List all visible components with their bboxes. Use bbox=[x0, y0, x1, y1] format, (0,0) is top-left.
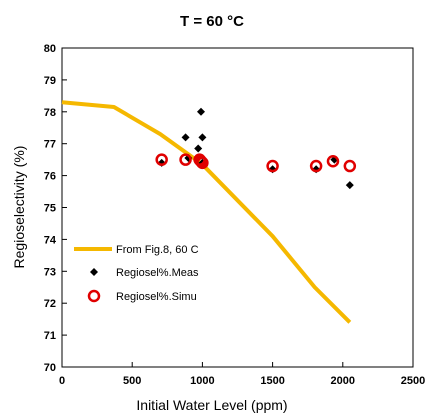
legend-label-line: From Fig.8, 60 C bbox=[116, 244, 199, 256]
legend-diamond-swatch bbox=[90, 268, 98, 276]
legend: From Fig.8, 60 C Regiosel%.Meas Regiosel… bbox=[74, 244, 199, 303]
data-point-simu bbox=[155, 153, 168, 166]
y-tick-label: 77 bbox=[44, 139, 56, 151]
chart-title: T = 60 °C bbox=[180, 13, 244, 30]
data-point-meas bbox=[345, 181, 354, 190]
y-tick-label: 71 bbox=[44, 330, 56, 342]
data-point-simu bbox=[266, 159, 279, 173]
x-tick-label: 1500 bbox=[260, 375, 284, 387]
data-point-simu bbox=[179, 153, 192, 166]
x-axis: 0 500 1000 1500 2000 2500 bbox=[59, 362, 425, 387]
plot-area bbox=[61, 47, 414, 368]
y-tick-label: 73 bbox=[44, 266, 56, 278]
plot-border bbox=[61, 47, 414, 368]
legend-circle-swatch bbox=[87, 289, 101, 303]
y-tick-label: 76 bbox=[44, 171, 56, 183]
data-point-meas bbox=[196, 107, 205, 116]
x-axis-label: Initial Water Level (ppm) bbox=[136, 397, 287, 413]
series-layer bbox=[61, 100, 357, 324]
x-tick-label: 2500 bbox=[401, 375, 425, 387]
y-tick-label: 80 bbox=[44, 43, 56, 55]
y-tick-label: 78 bbox=[44, 107, 56, 119]
data-point-simu bbox=[309, 159, 323, 173]
y-tick-label: 75 bbox=[44, 203, 56, 215]
y-tick-label: 72 bbox=[44, 298, 56, 310]
y-tick-label: 79 bbox=[44, 75, 56, 87]
y-tick-label: 74 bbox=[44, 234, 57, 246]
x-tick-label: 2000 bbox=[331, 375, 355, 387]
data-point-simu bbox=[326, 154, 340, 168]
x-tick-label: 1000 bbox=[190, 375, 214, 387]
data-point-meas bbox=[198, 133, 207, 142]
legend-label-simu: Regiosel%.Simu bbox=[116, 291, 197, 303]
legend-label-meas: Regiosel%.Meas bbox=[116, 267, 199, 279]
data-point-simu bbox=[343, 159, 357, 173]
data-point-meas bbox=[194, 144, 203, 153]
data-point-meas bbox=[181, 133, 190, 142]
series-line-fig8 bbox=[61, 100, 352, 324]
y-axis-label: Regioselectivity (%) bbox=[11, 146, 27, 269]
x-tick-label: 0 bbox=[59, 375, 65, 387]
y-axis: 70 71 72 73 74 75 76 77 78 79 80 bbox=[44, 43, 67, 374]
x-tick-label: 500 bbox=[123, 375, 141, 387]
y-tick-label: 70 bbox=[44, 362, 56, 374]
data-point-simu bbox=[196, 156, 209, 170]
